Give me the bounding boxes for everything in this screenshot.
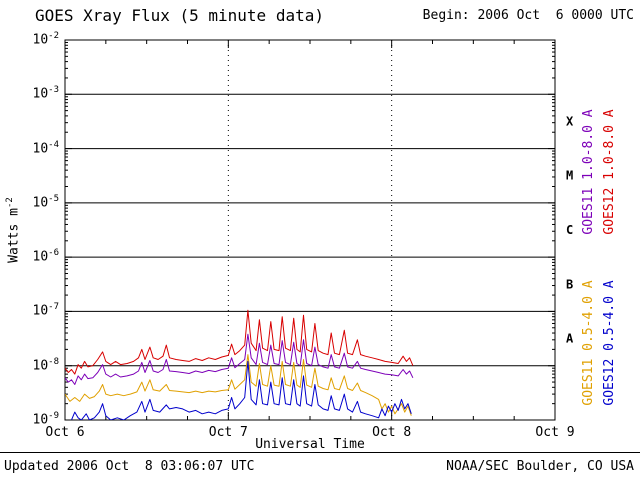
flare-class-label: A bbox=[566, 332, 574, 346]
x-tick-label: Oct 9 bbox=[535, 425, 574, 440]
flare-class-label: B bbox=[566, 277, 573, 291]
series-goes11-1-0-8-0-a bbox=[65, 333, 414, 385]
x-tick-label: Oct 6 bbox=[45, 425, 84, 440]
series-goes12-0-5-4-0-a bbox=[71, 360, 412, 420]
series-goes11-0-5-4-0-a bbox=[65, 354, 412, 416]
x-tick-label: Oct 7 bbox=[209, 425, 248, 440]
y-axis-label: Watts m-2 bbox=[5, 170, 23, 290]
x-axis-label: Universal Time bbox=[255, 437, 365, 452]
plot-area: X M C B A Oct 6 Oct 7 Oct 8 Oct 9 bbox=[45, 39, 575, 440]
flare-class-label: X bbox=[566, 114, 574, 128]
begin-label: Begin: 2006 Oct 6 0000 UTC bbox=[422, 8, 634, 23]
y-axis-label-exponent: -2 bbox=[5, 197, 15, 209]
footer-divider bbox=[0, 452, 640, 453]
credit-label: NOAA/SEC Boulder, CO USA bbox=[446, 459, 634, 474]
y-axis-label-base: Watts m bbox=[6, 208, 22, 263]
plot-border bbox=[64, 39, 556, 421]
x-tick-label: Oct 8 bbox=[372, 425, 411, 440]
flare-class-label: C bbox=[566, 223, 573, 237]
updated-timestamp: Updated 2006 Oct 8 03:06:07 UTC bbox=[4, 459, 255, 474]
chart-title: GOES Xray Flux (5 minute data) bbox=[35, 6, 324, 25]
series-goes12-1-0-8-0-a bbox=[65, 309, 414, 375]
flare-class-label: M bbox=[566, 169, 573, 183]
